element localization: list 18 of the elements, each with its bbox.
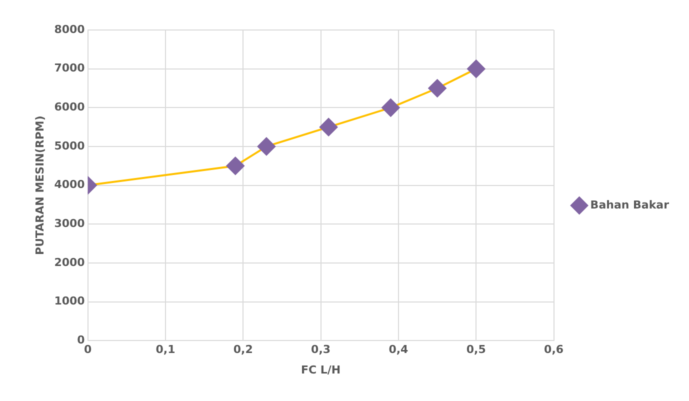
x-tick-label: 0,6 <box>544 343 564 356</box>
y-tick-label: 6000 <box>54 100 86 114</box>
y-tick-label: 5000 <box>54 139 86 152</box>
x-tick-label: 0,5 <box>466 343 486 356</box>
y-tick-label: 8000 <box>54 22 86 36</box>
x-tick-label: 0,2 <box>233 343 253 356</box>
x-tick-label: 0,3 <box>311 343 331 356</box>
y-tick-label: 3000 <box>54 216 86 230</box>
y-tick-label: 4000 <box>54 178 86 192</box>
x-axis-title: FC L/H <box>300 363 341 376</box>
y-tick-label: 7000 <box>54 62 86 75</box>
y-axis-title: PUTARAN MESIN(RPM) <box>33 116 46 255</box>
y-tick-label: 2000 <box>54 256 86 269</box>
x-tick-label: 0,4 <box>388 343 409 356</box>
y-tick-label: 0 <box>77 333 86 346</box>
y-tick-label: 1000 <box>54 294 86 308</box>
legend-label: Bahan Bakar <box>590 198 670 212</box>
x-tick-label: 0,1 <box>156 343 176 356</box>
